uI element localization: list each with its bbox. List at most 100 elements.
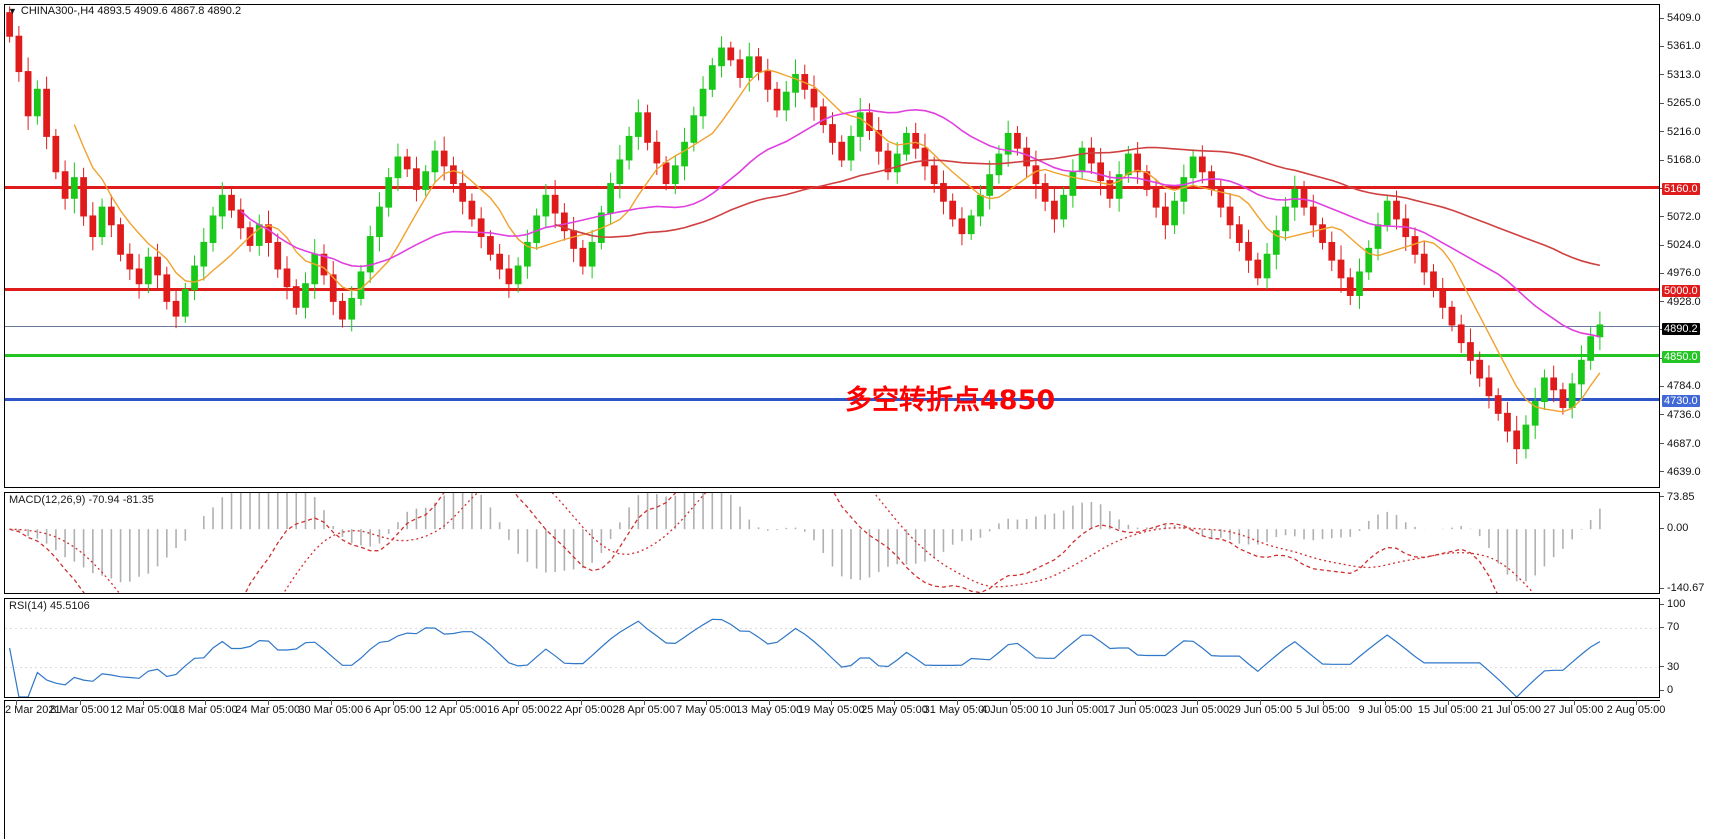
time-tick-label: 19 May 05:00 bbox=[798, 704, 865, 716]
time-tick-mark bbox=[1322, 700, 1324, 705]
price-plot-area[interactable] bbox=[5, 5, 1659, 487]
time-tick-mark bbox=[455, 700, 457, 705]
time-tick-mark bbox=[1197, 700, 1199, 705]
time-tick-label: 13 May 05:00 bbox=[735, 704, 803, 716]
candlestick-series bbox=[6, 6, 1604, 464]
price-badge-support-4730[interactable]: 4730.0 bbox=[1662, 395, 1700, 407]
price-tick: 5216.0 bbox=[1660, 126, 1701, 138]
rsi-plot-area[interactable] bbox=[5, 599, 1659, 697]
macd-panel[interactable]: MACD(12,26,9) -70.94 -81.35 bbox=[4, 492, 1660, 594]
time-tick-label: 16 Apr 05:00 bbox=[487, 704, 550, 716]
price-tick: 5313.0 bbox=[1660, 69, 1701, 81]
time-tick-mark bbox=[643, 700, 645, 705]
time-tick-label: 30 Mar 05:00 bbox=[298, 704, 364, 716]
time-tick-label: 4 Jun 05:00 bbox=[981, 704, 1039, 716]
price-tick: 4976.0 bbox=[1660, 267, 1701, 279]
time-tick-label: 21 Jul 05:00 bbox=[1481, 704, 1541, 716]
price-chart-panel[interactable] bbox=[4, 4, 1660, 488]
price-badge-support-4850[interactable]: 4850.0 bbox=[1662, 351, 1700, 363]
time-tick-mark bbox=[267, 700, 269, 705]
rsi-tick: 30 bbox=[1660, 661, 1679, 673]
moving-average-line bbox=[73, 68, 1601, 413]
time-tick-mark bbox=[518, 700, 520, 705]
time-tick-label: 12 Mar 05:00 bbox=[110, 704, 176, 716]
price-badge-resistance-5160[interactable]: 5160.0 bbox=[1662, 183, 1700, 195]
time-tick-mark bbox=[768, 700, 770, 705]
time-tick-label: 23 Jun 05:00 bbox=[1165, 704, 1230, 716]
time-tick-mark bbox=[1009, 700, 1011, 705]
collapse-triangle-icon[interactable]: ▼ bbox=[8, 6, 17, 17]
time-tick-mark bbox=[581, 700, 583, 705]
time-tick-label: 22 Apr 05:00 bbox=[550, 704, 613, 716]
rsi-panel[interactable]: RSI(14) 45.5106 bbox=[4, 598, 1660, 698]
macd-tick: 0.00 bbox=[1660, 522, 1688, 534]
time-tick-label: 15 Jul 05:00 bbox=[1417, 704, 1478, 716]
price-tick: 5168.0 bbox=[1660, 154, 1701, 166]
price-tick: 4928.0 bbox=[1660, 296, 1701, 308]
time-tick-label: 27 Jul 05:00 bbox=[1543, 704, 1604, 716]
time-tick-label: 28 Apr 05:00 bbox=[612, 704, 676, 716]
time-tick-label: 25 May 05:00 bbox=[861, 704, 928, 716]
rsi-label: RSI(14) 45.5106 bbox=[9, 600, 90, 612]
time-tick-label: 10 Jun 05:00 bbox=[1040, 704, 1105, 716]
time-tick-mark bbox=[330, 700, 332, 705]
chart-header: ▼ CHINA300-,H4 4893.5 4909.6 4867.8 4890.… bbox=[8, 5, 241, 17]
time-tick-mark bbox=[79, 700, 81, 705]
time-tick-mark bbox=[1573, 700, 1575, 705]
macd-label: MACD(12,26,9) -70.94 -81.35 bbox=[9, 494, 154, 506]
time-tick-mark bbox=[956, 700, 958, 705]
time-tick-label: 5 Jul 05:00 bbox=[1295, 704, 1350, 716]
time-tick-mark bbox=[831, 700, 833, 705]
rsi-series bbox=[5, 618, 1659, 697]
time-tick-mark bbox=[1072, 700, 1074, 705]
price-axis[interactable]: 5409.05361.05313.05265.05216.05168.05120… bbox=[1660, 4, 1724, 488]
price-tick: 4736.0 bbox=[1660, 409, 1701, 421]
level-line-resistance-5000[interactable] bbox=[5, 288, 1659, 291]
time-tick-label: 18 Mar 05:00 bbox=[172, 704, 238, 716]
time-tick-label: 12 Apr 05:00 bbox=[424, 704, 487, 716]
rsi-axis: 100 70 30 0 bbox=[1660, 598, 1724, 698]
price-tick: 5072.0 bbox=[1660, 211, 1701, 223]
time-tick-label: 8 Mar 05:00 bbox=[50, 704, 109, 716]
moving-average-line bbox=[554, 146, 1601, 267]
time-tick-label: 29 Jun 05:00 bbox=[1228, 704, 1293, 716]
price-tick: 4687.0 bbox=[1660, 438, 1701, 450]
price-badge-resistance-5000[interactable]: 5000.0 bbox=[1662, 285, 1700, 297]
time-tick-mark bbox=[1260, 700, 1262, 705]
time-tick-label: 31 May 05:00 bbox=[923, 704, 991, 716]
time-axis-rule bbox=[5, 700, 1660, 701]
time-tick-mark bbox=[15, 700, 17, 705]
time-tick-mark bbox=[1385, 700, 1387, 705]
time-tick-label: 2 Aug 05:00 bbox=[1606, 704, 1666, 716]
macd-plot-area[interactable] bbox=[5, 493, 1659, 593]
rsi-tick: 100 bbox=[1660, 598, 1685, 610]
annotation-text: 多空转折点4850 bbox=[845, 385, 1056, 416]
macd-series bbox=[9, 493, 1601, 593]
time-tick-mark bbox=[894, 700, 896, 705]
time-tick-mark bbox=[706, 700, 708, 705]
time-axis[interactable]: 2 Mar 2021 8 Mar 05:00 12 Mar 05:00 18 Mar … bbox=[4, 700, 1665, 839]
rsi-tick: 0 bbox=[1660, 684, 1673, 696]
time-tick-mark bbox=[1511, 700, 1512, 705]
level-line-last-price-4890[interactable] bbox=[5, 326, 1659, 327]
level-line-support-4730[interactable] bbox=[5, 398, 1659, 401]
price-tick: 5409.0 bbox=[1660, 12, 1701, 24]
time-tick-mark bbox=[1134, 700, 1136, 705]
time-tick-label: 24 Mar 05:00 bbox=[235, 704, 301, 716]
macd-tick: 73.85 bbox=[1660, 491, 1695, 503]
price-badge-last-price-4890[interactable]: 4890.2 bbox=[1662, 323, 1700, 335]
level-line-resistance-5160[interactable] bbox=[5, 186, 1659, 189]
price-tick: 5361.0 bbox=[1660, 40, 1701, 53]
time-tick-label: 7 May 05:00 bbox=[676, 704, 737, 716]
time-tick-mark bbox=[142, 700, 144, 705]
price-tick: 5024.0 bbox=[1660, 239, 1701, 251]
macd-tick: -140.67 bbox=[1660, 582, 1704, 594]
rsi-tick: 70 bbox=[1660, 621, 1679, 633]
moving-average-line bbox=[240, 108, 1601, 338]
level-line-support-4850[interactable] bbox=[5, 354, 1659, 357]
time-tick-mark bbox=[1636, 700, 1637, 705]
macd-axis: 73.85 0.00 -140.67 bbox=[1660, 491, 1724, 594]
time-tick-mark bbox=[205, 700, 207, 705]
time-tick-label: 2 Mar 2021 bbox=[5, 704, 61, 716]
